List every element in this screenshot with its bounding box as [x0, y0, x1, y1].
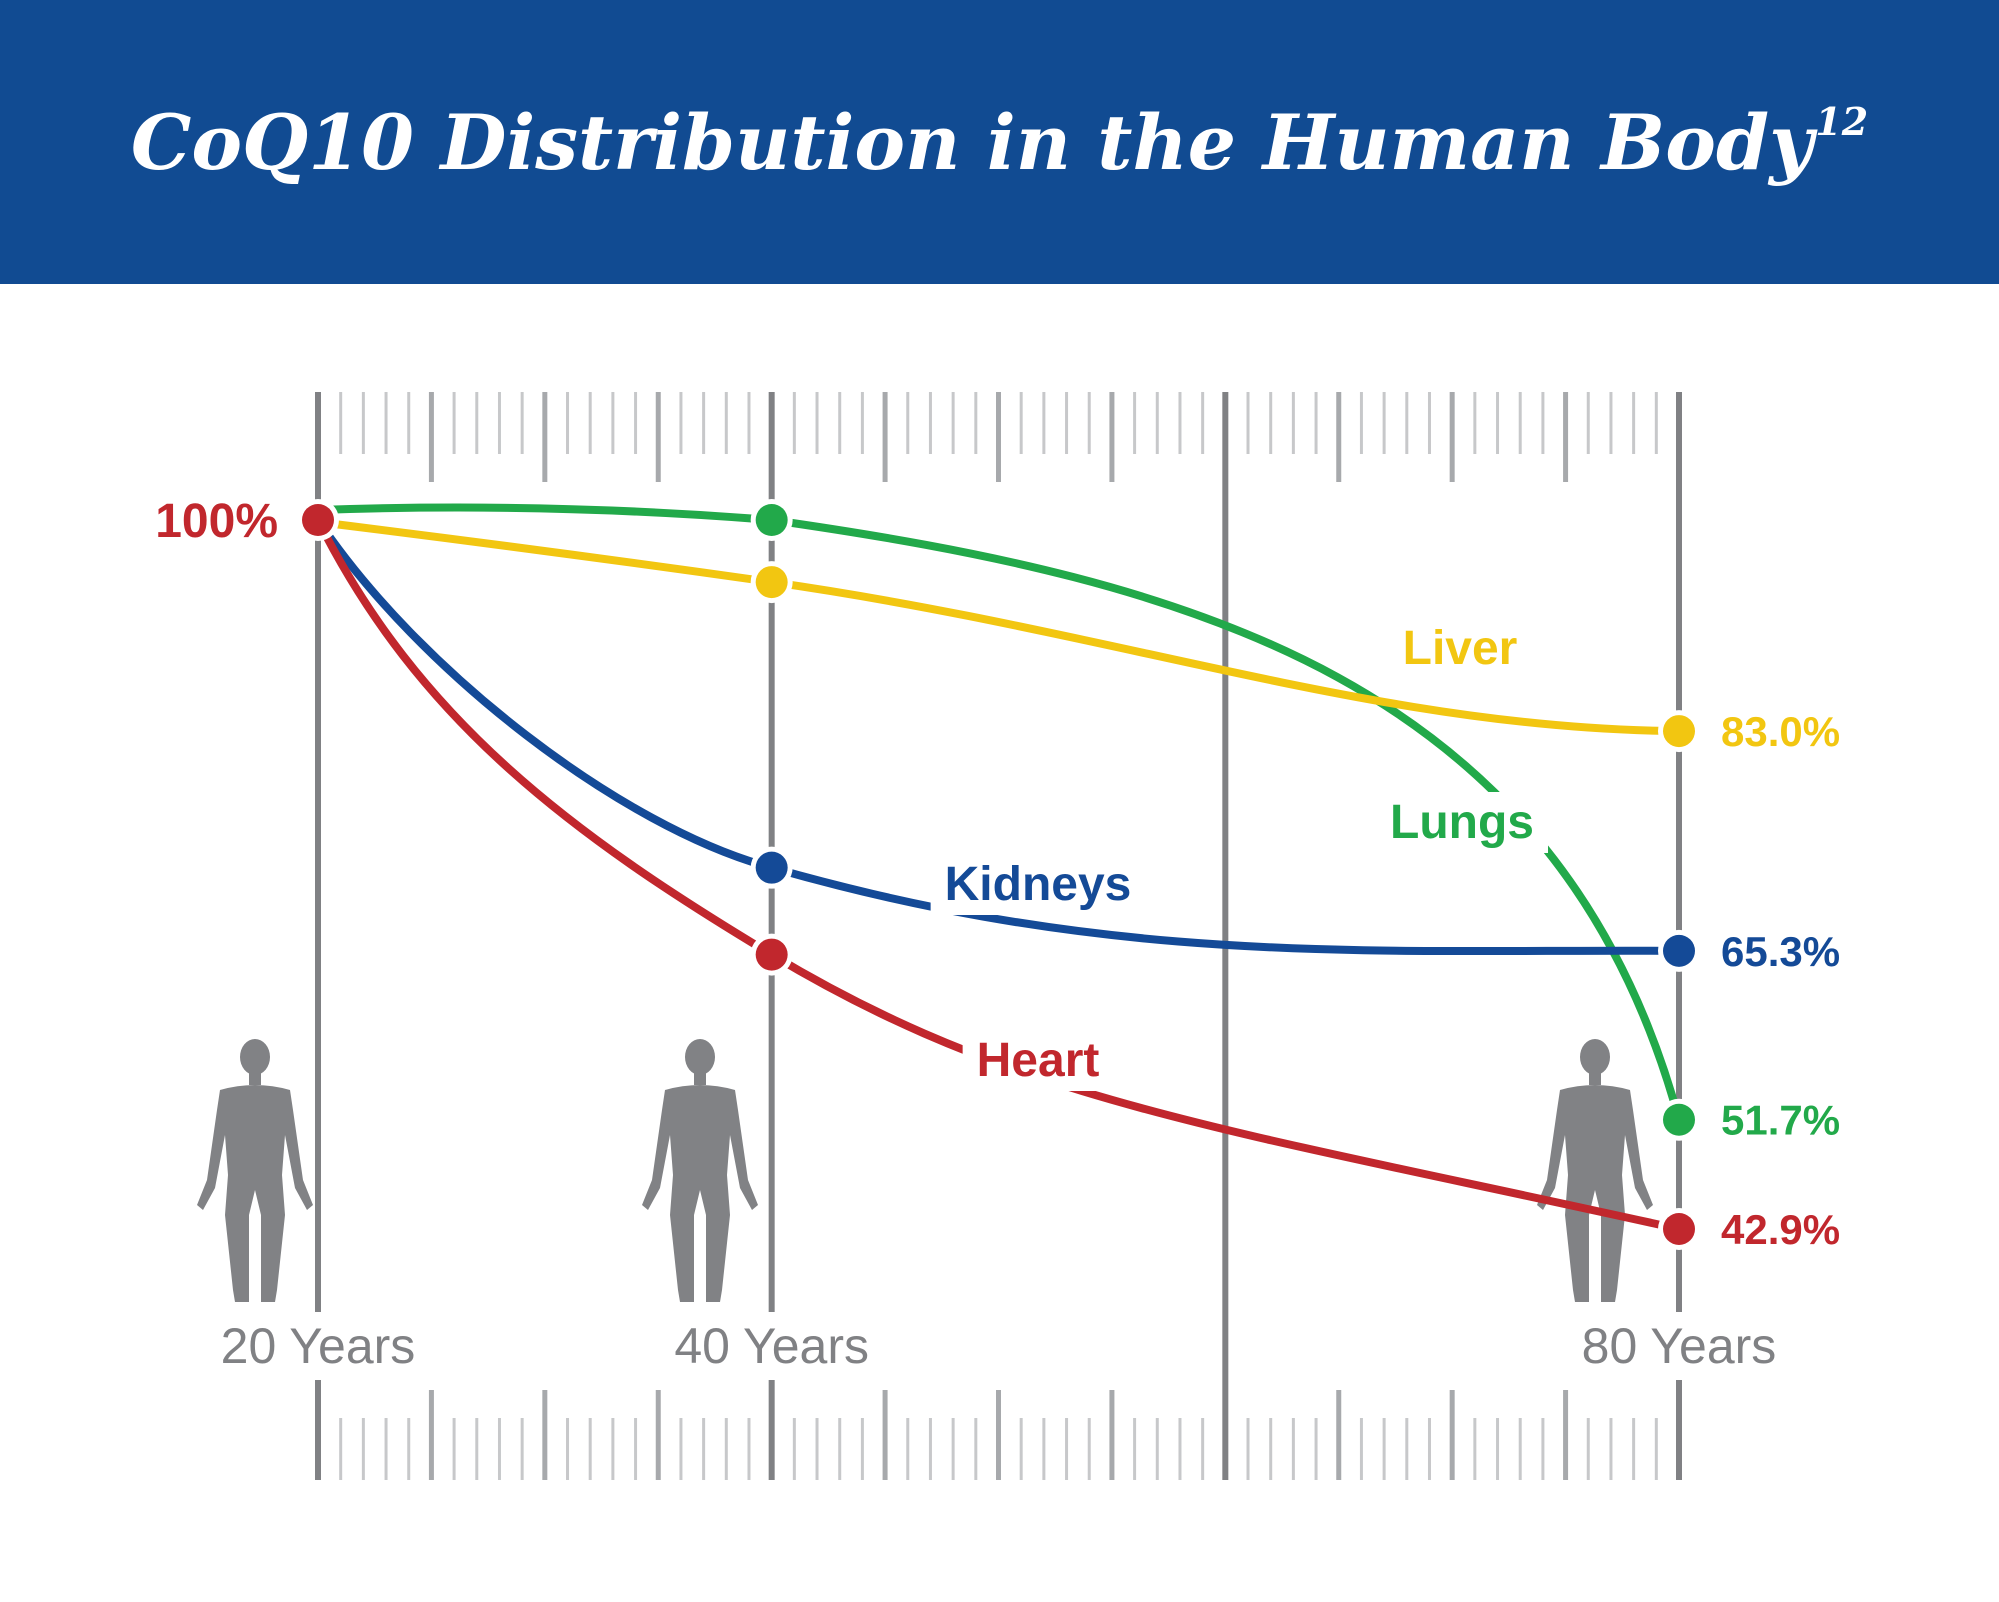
x-tick-label: 80 Years [1582, 1318, 1777, 1374]
person-icon [642, 1039, 758, 1302]
x-tick-backdrop [1569, 1312, 1789, 1380]
series-name-backdrop [1388, 618, 1532, 679]
data-point-lungs-80 [1663, 1103, 1695, 1136]
start-value-label: 100% [155, 495, 278, 548]
data-point-liver-40 [755, 566, 788, 599]
series-curves [314, 503, 1683, 1233]
data-point-heart-40 [755, 938, 788, 971]
person-icon [197, 1039, 313, 1302]
data-point-kidneys-40 [755, 851, 788, 884]
series-line-heart [314, 516, 1683, 1233]
chart-labels: Lungs 51.7% Liver 83.0% Kidneys 65.3% Heart 42.… [155, 495, 1840, 1380]
end-value-heart: 42.9% [1721, 1206, 1840, 1253]
data-point-liver-80 [1663, 715, 1695, 748]
series-name-heart: Heart [977, 1034, 1100, 1087]
end-value-lungs: 51.7% [1721, 1097, 1840, 1144]
end-value-kidneys: 65.3% [1721, 928, 1840, 975]
ruler-grid [315, 392, 1682, 1480]
series-name-liver: Liver [1403, 622, 1518, 675]
person-icon [1537, 1039, 1653, 1302]
end-value-liver: 83.0% [1721, 708, 1840, 755]
human-figures [197, 1039, 1653, 1302]
series-name-lungs: Lungs [1390, 796, 1534, 849]
series-line-kidneys [314, 516, 1683, 956]
series-name-backdrop [962, 1030, 1114, 1091]
series-name-kidneys: Kidneys [945, 858, 1132, 911]
chart-title: CoQ10 Distribution in the Human Body12 [131, 98, 1868, 187]
series-name-backdrop [1376, 792, 1548, 853]
x-tick-label: 20 Years [221, 1318, 416, 1374]
data-point-kidneys-80 [1663, 934, 1695, 967]
x-tick-backdrop [208, 1312, 428, 1380]
title-footnote: 12 [1815, 98, 1869, 144]
x-tick-label: 40 Years [674, 1318, 869, 1374]
start-point [302, 504, 334, 536]
series-name-backdrop [930, 854, 1146, 915]
data-point-lungs-40 [755, 504, 788, 536]
series-line-liver [314, 518, 1683, 736]
chart-title-text: CoQ10 Distribution in the Human Body [130, 97, 1814, 187]
title-banner: CoQ10 Distribution in the Human Body12 [0, 0, 1999, 284]
data-point-heart-80 [1663, 1212, 1695, 1245]
x-tick-backdrop [662, 1312, 881, 1380]
